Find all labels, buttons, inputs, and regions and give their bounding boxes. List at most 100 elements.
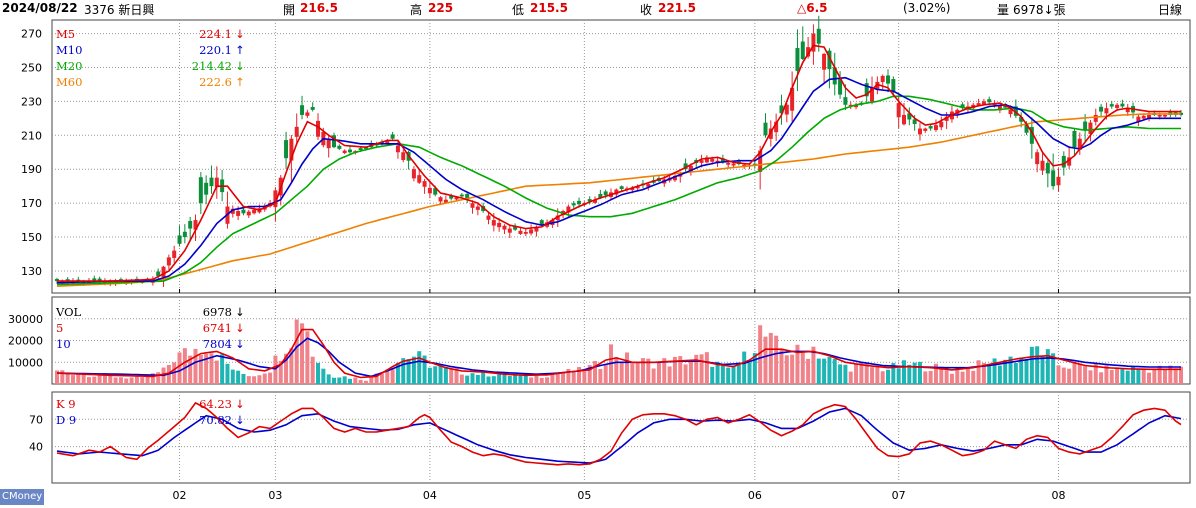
volume-bar	[662, 358, 667, 384]
open-label: 開	[283, 3, 296, 17]
candle-body	[1067, 157, 1072, 166]
candle-body	[518, 230, 523, 234]
legend-value: 214.42	[192, 59, 232, 73]
candle-body	[870, 87, 875, 102]
volume-bar	[1104, 365, 1109, 384]
volume-label: 量	[997, 3, 1010, 17]
volume-bar	[140, 377, 145, 384]
volume-bar	[806, 358, 811, 384]
volume-bar	[949, 373, 954, 384]
volume-bar	[358, 379, 363, 384]
candle-body	[907, 113, 912, 120]
volume-bar	[385, 369, 390, 384]
volume-bar	[811, 346, 816, 384]
candle-body	[832, 67, 837, 85]
volume-bar	[965, 367, 970, 384]
volume-bar	[561, 372, 566, 384]
volume-bar	[406, 359, 411, 384]
volume-bar	[571, 372, 576, 384]
candle-body	[630, 187, 635, 191]
candle-body	[459, 194, 464, 197]
volume-tick-label: 30000	[8, 313, 43, 326]
volume-bar	[747, 362, 752, 384]
candle-body	[976, 103, 981, 106]
candle-body	[310, 107, 315, 110]
candle-body	[854, 104, 859, 108]
candle-body	[1163, 114, 1168, 117]
change-pct: (3.02%)	[903, 1, 951, 15]
volume-bar	[1035, 346, 1040, 384]
price-tick-label: 250	[21, 61, 42, 74]
volume-bar	[555, 373, 560, 384]
candle-body	[923, 128, 928, 131]
period-label: 日線	[1158, 3, 1183, 17]
volume-bar	[1157, 365, 1162, 384]
volume-bar	[742, 351, 747, 384]
x-tick-label: 05	[577, 489, 591, 502]
candle-body	[912, 119, 917, 124]
ma5-line	[57, 44, 1181, 282]
volume-bar	[917, 361, 922, 384]
candle-body	[1040, 160, 1045, 171]
price-tick-label: 210	[21, 129, 42, 142]
volume-bar	[1109, 370, 1114, 384]
candle-body	[465, 193, 470, 200]
volume-bar	[294, 319, 299, 384]
volume-bar	[113, 377, 118, 384]
volume-bar	[1088, 370, 1093, 384]
volume-bar	[1173, 368, 1178, 384]
low-label: 低	[512, 3, 525, 17]
volume-bar	[1056, 365, 1061, 384]
candle-body	[491, 220, 496, 226]
candle-body	[763, 122, 768, 136]
candle-body	[92, 278, 97, 282]
volume-bar	[795, 344, 800, 384]
volume-bar	[614, 357, 619, 384]
volume-bar	[465, 375, 470, 384]
volume-bar	[923, 371, 928, 384]
volume-bar	[347, 378, 352, 384]
volume-bar	[513, 374, 518, 384]
candle-body	[784, 104, 789, 115]
volume-bar	[390, 369, 395, 384]
volume-bar	[896, 368, 901, 384]
chart-header: 2024/08/22 3376 新日興 開 216.5 高 225 低 215.…	[0, 0, 1196, 18]
volume-bar	[880, 371, 885, 384]
volume-bar	[598, 369, 603, 384]
volume-bar	[710, 366, 715, 384]
volume-bar	[992, 358, 997, 384]
candle-body	[539, 220, 544, 225]
volume-bar	[981, 362, 986, 384]
volume-bar	[438, 365, 443, 384]
candle-body	[198, 177, 203, 204]
volume-bar	[678, 356, 683, 384]
candle-body	[933, 125, 938, 131]
volume-bar	[545, 377, 550, 384]
volume-bar	[337, 377, 342, 384]
volume-bar	[252, 376, 257, 384]
candle-body	[502, 225, 507, 230]
candle-body	[699, 160, 704, 163]
price-tick-label: 130	[21, 265, 42, 278]
candle-body	[1104, 108, 1109, 114]
volume-bar	[230, 369, 235, 384]
legend-label: M60	[56, 75, 82, 89]
candle-body	[188, 220, 193, 229]
candle-body	[342, 150, 347, 154]
k9-line	[56, 401, 1182, 466]
volume-bar	[81, 373, 86, 384]
candle-body	[779, 105, 784, 114]
x-tick-label: 07	[892, 489, 906, 502]
volume-bar	[944, 370, 949, 384]
volume-bar	[86, 377, 91, 384]
volume-bar	[353, 377, 358, 384]
volume-bar	[1125, 370, 1130, 384]
candle-body	[470, 203, 475, 208]
volume-bar	[150, 373, 155, 384]
volume-tick-label: 20000	[8, 335, 43, 348]
volume-bar	[688, 360, 693, 384]
x-tick-label: 03	[268, 489, 282, 502]
volume-bar	[1163, 369, 1168, 384]
candle-body	[454, 197, 459, 200]
volume-bar	[422, 355, 427, 384]
